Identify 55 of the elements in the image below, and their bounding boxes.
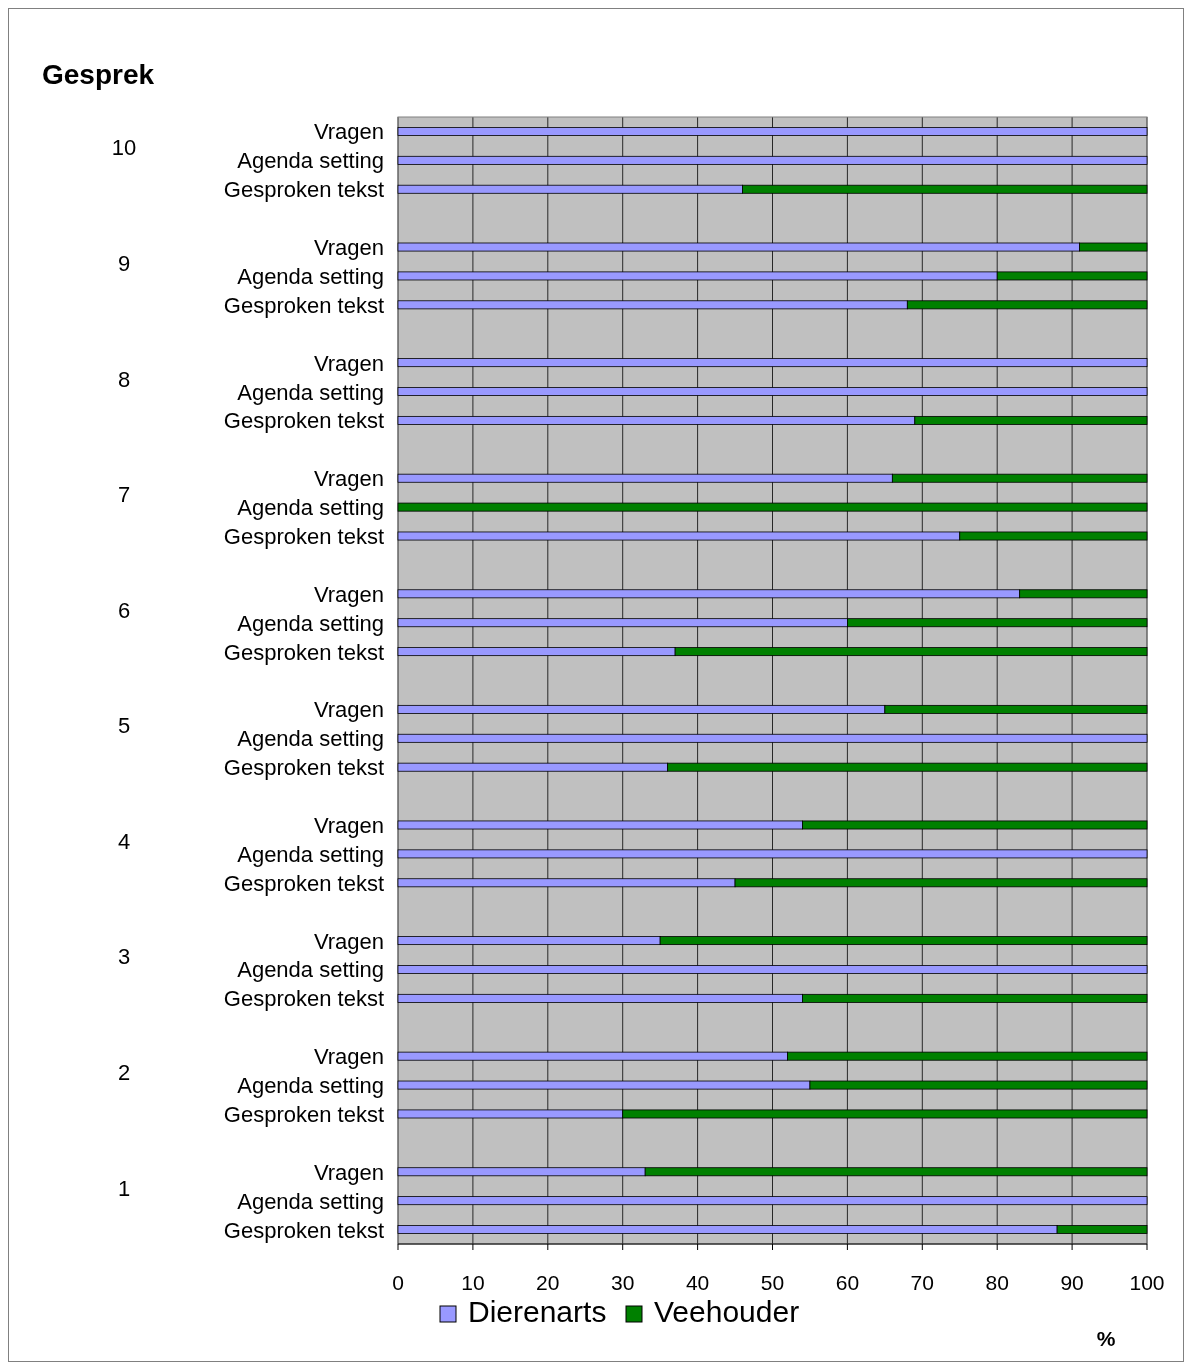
y-tick-label: Vragen	[313, 928, 384, 954]
text: 6	[117, 597, 131, 623]
y-tick-label: Gesproken tekst	[223, 986, 384, 1012]
y-tick-label: Gesproken tekst	[223, 1101, 384, 1127]
x-tick-label: 80	[985, 1271, 1009, 1294]
y-tick-label: Vragen	[313, 350, 384, 376]
y-tick-label: Agenda setting	[237, 148, 384, 174]
y-tick-label: Gesproken tekst	[223, 177, 384, 203]
x-tick-label: 0	[392, 1271, 404, 1294]
y-tick-label: Gesproken tekst	[223, 870, 384, 896]
x-tick-label: 90	[1060, 1271, 1084, 1294]
y-tick-label: Gesproken tekst	[223, 1217, 384, 1243]
y-tick-label: Vragen	[313, 812, 384, 838]
y-tick-label: Agenda setting	[237, 1188, 384, 1214]
text: 10	[111, 135, 137, 161]
y-tick-label: Agenda setting	[237, 1073, 384, 1099]
text: 5	[117, 713, 131, 739]
x-tick-label: 40	[685, 1271, 710, 1294]
x-tick-label: 60	[835, 1271, 860, 1294]
y-tick-label: Vragen	[313, 466, 384, 492]
y-tick-label: Vragen	[313, 697, 384, 723]
y-tick-label: Gesproken tekst	[223, 639, 384, 665]
y-tick-label: Vragen	[313, 581, 384, 607]
text: 9	[117, 250, 131, 276]
y-tick-label: Vragen	[313, 1159, 384, 1185]
legend-label: Dierenarts	[468, 1295, 607, 1328]
y-tick-label: Vragen	[313, 119, 384, 145]
x-tick-label: 50	[760, 1271, 785, 1294]
y-tick-label: Agenda setting	[237, 957, 384, 983]
y-tick-label: Agenda setting	[237, 379, 384, 405]
y-tick-label: Gesproken tekst	[223, 524, 384, 550]
y-tick-label: Gesproken tekst	[223, 292, 384, 318]
text: 1	[117, 1175, 131, 1201]
x-tick-label: 30	[611, 1271, 635, 1294]
x-tick-label: 70	[910, 1271, 934, 1294]
y-tick-label: Vragen	[313, 1044, 384, 1070]
x-axis-title: %	[1096, 1327, 1116, 1350]
text: 8	[117, 366, 131, 392]
y-tick-label: Vragen	[313, 235, 384, 261]
text: 3	[117, 944, 131, 970]
text: 4	[117, 828, 131, 854]
text: 2	[117, 1060, 131, 1086]
y-tick-label: Gesproken tekst	[223, 755, 384, 781]
y-tick-label: Gesproken tekst	[223, 408, 384, 434]
y-tick-label: Agenda setting	[237, 841, 384, 867]
legend-label: Veehouder	[654, 1295, 800, 1328]
y-tick-label: Agenda setting	[237, 610, 384, 636]
x-tick-label: 10	[461, 1271, 485, 1294]
y-tick-label: Agenda setting	[237, 726, 384, 752]
y-tick-label: Agenda setting	[237, 495, 384, 521]
x-tick-label: 20	[536, 1271, 560, 1294]
x-tick-label: 100	[1129, 1271, 1165, 1294]
text: 7	[117, 482, 131, 508]
y-tick-label: Agenda setting	[237, 263, 384, 289]
text: Gesprek	[42, 59, 155, 90]
